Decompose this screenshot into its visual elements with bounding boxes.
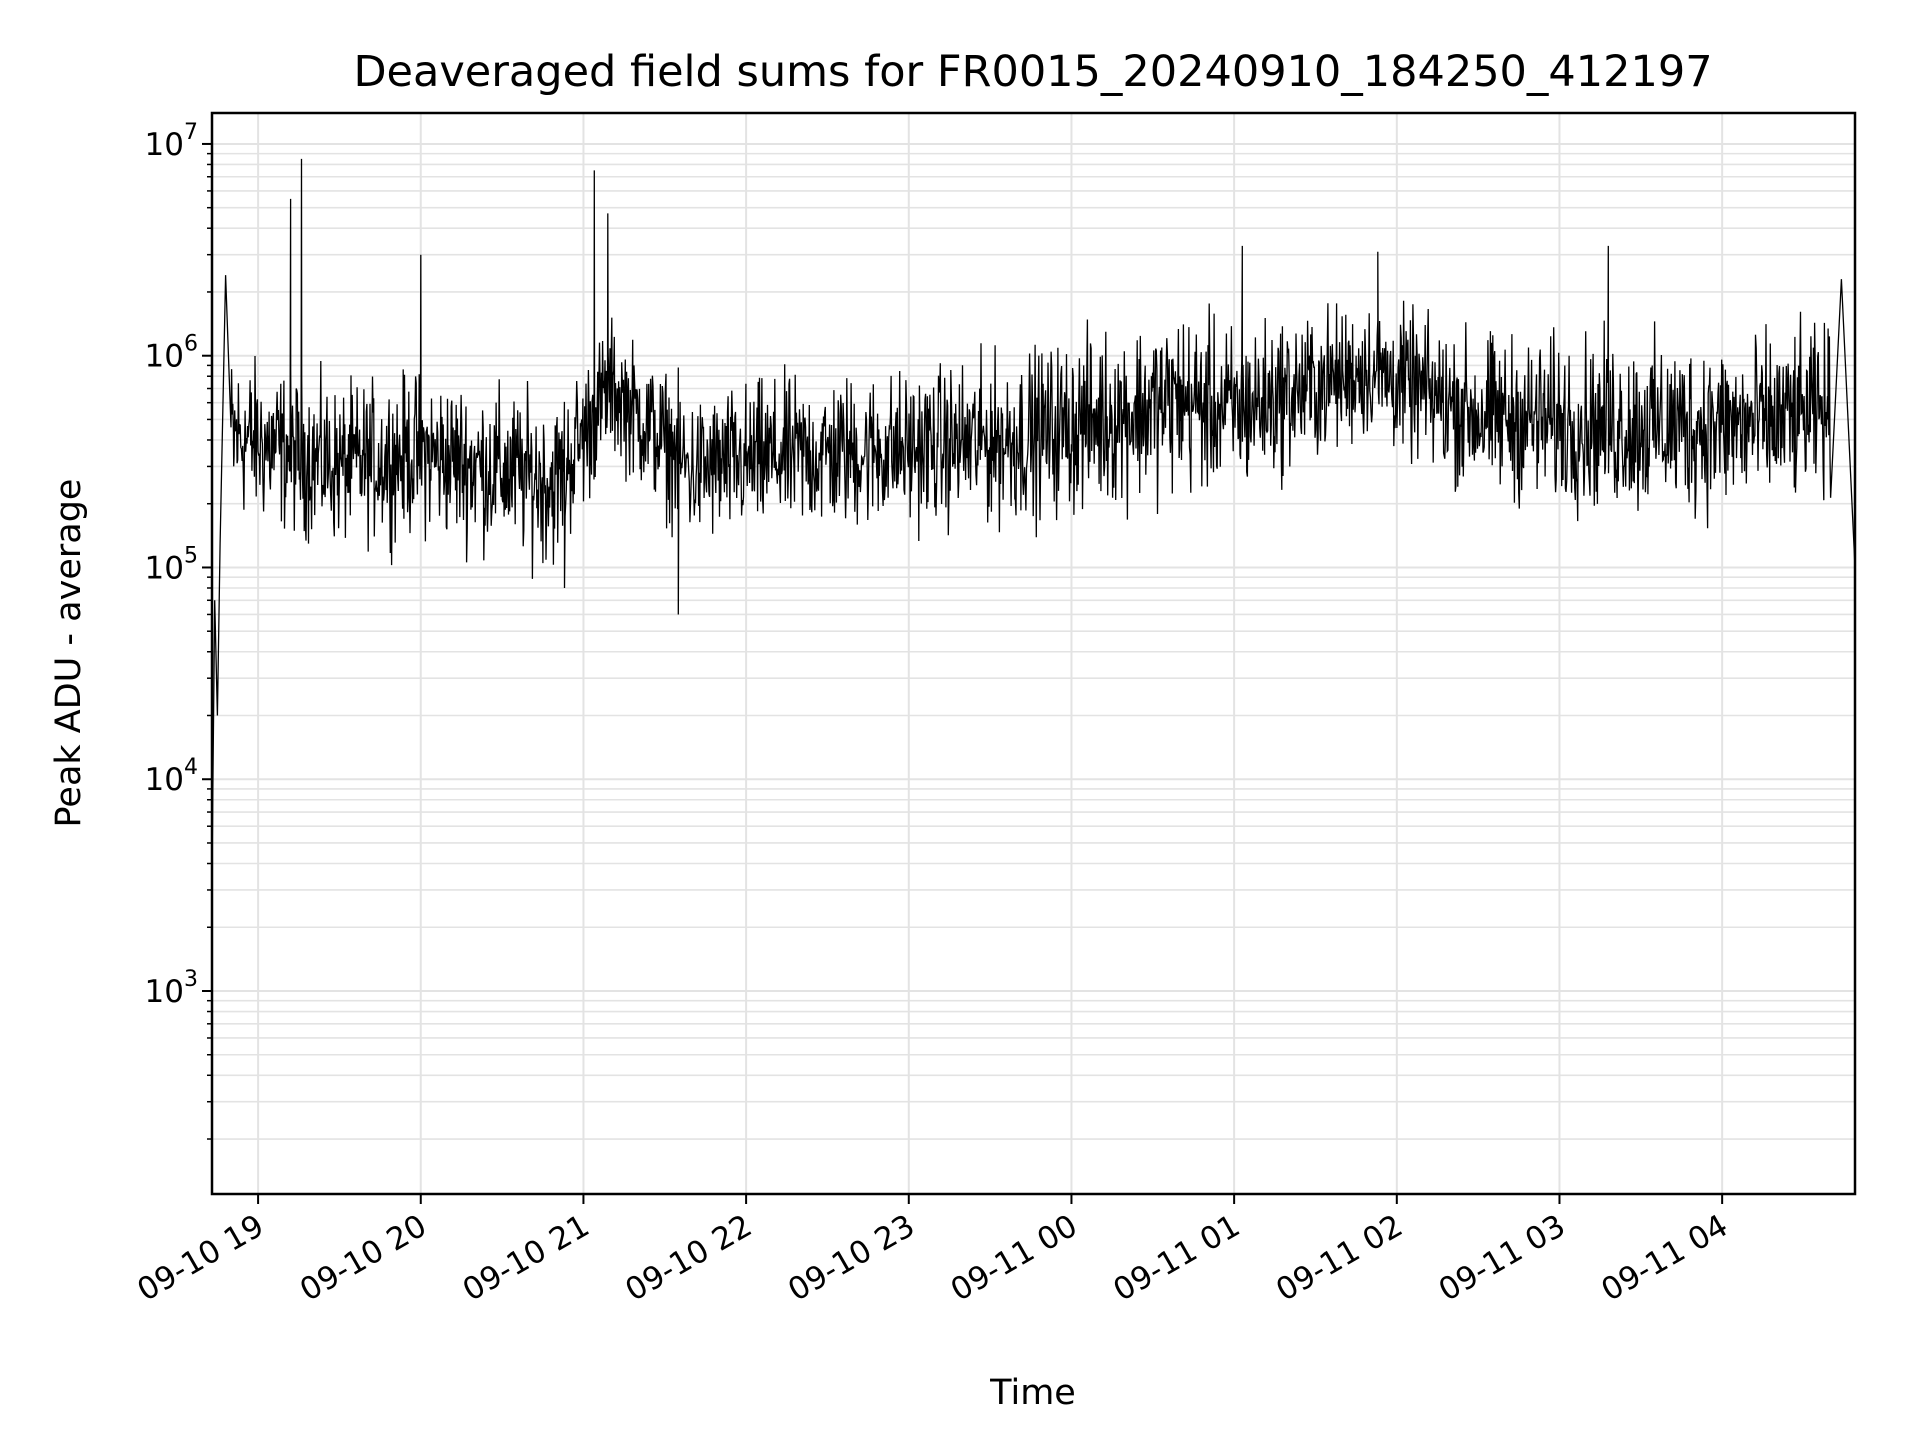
series-line: [211, 158, 1856, 876]
y-tick-label: 103: [145, 967, 198, 1010]
y-axis-label: Peak ADU - average: [49, 479, 89, 828]
chart-title: Deaveraged field sums for FR0015_2024091…: [353, 47, 1712, 97]
y-tick-label: 104: [145, 755, 198, 798]
x-axis-label: Time: [989, 1373, 1076, 1413]
y-tick-label: 107: [145, 120, 198, 163]
y-tick-label: 106: [145, 332, 198, 375]
y-tick-label: 105: [145, 543, 198, 586]
data-layer: [211, 158, 1856, 876]
grid: [212, 113, 1855, 1194]
plot-frame: [210, 111, 1857, 1196]
